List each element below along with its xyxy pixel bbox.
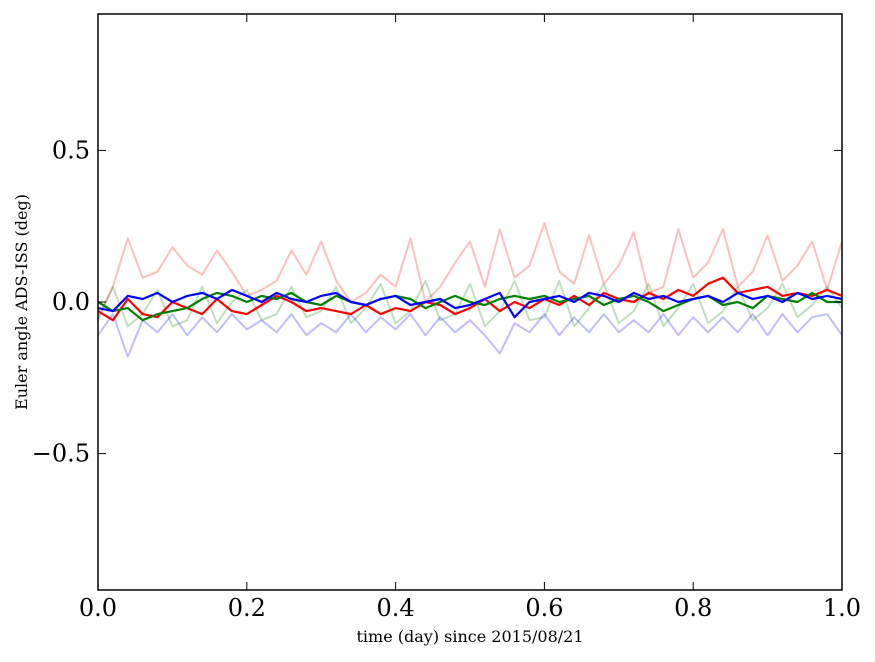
series-line-4 [97, 276, 843, 322]
x-axis-ticks: 0.0 0.2 0.4 0.6 0.8 1.0 [79, 14, 861, 622]
series-line-3 [97, 313, 843, 358]
x-tick-label: 0.6 [525, 594, 563, 622]
series-line-6 [97, 288, 843, 319]
y-axis-ticks: 0.5 0.0 −0.5 [32, 136, 842, 468]
y-axis-label: Euler angle ADS-ISS (deg) [12, 194, 31, 410]
x-tick-label: 0.4 [377, 594, 415, 622]
series-line-2 [97, 279, 843, 328]
x-axis-label: time (day) since 2015/08/21 [356, 627, 583, 646]
x-tick-label: 0.8 [674, 594, 712, 622]
x-tick-label: 1.0 [823, 594, 861, 622]
y-tick-label: −0.5 [32, 440, 90, 468]
y-tick-label: 0.5 [52, 136, 90, 164]
y-tick-label: 0.0 [52, 288, 90, 316]
x-tick-label: 0.0 [79, 594, 117, 622]
series-line-1 [97, 222, 843, 318]
series-line-5 [97, 291, 842, 322]
x-tick-label: 0.2 [228, 594, 266, 622]
series-layer [97, 222, 843, 358]
